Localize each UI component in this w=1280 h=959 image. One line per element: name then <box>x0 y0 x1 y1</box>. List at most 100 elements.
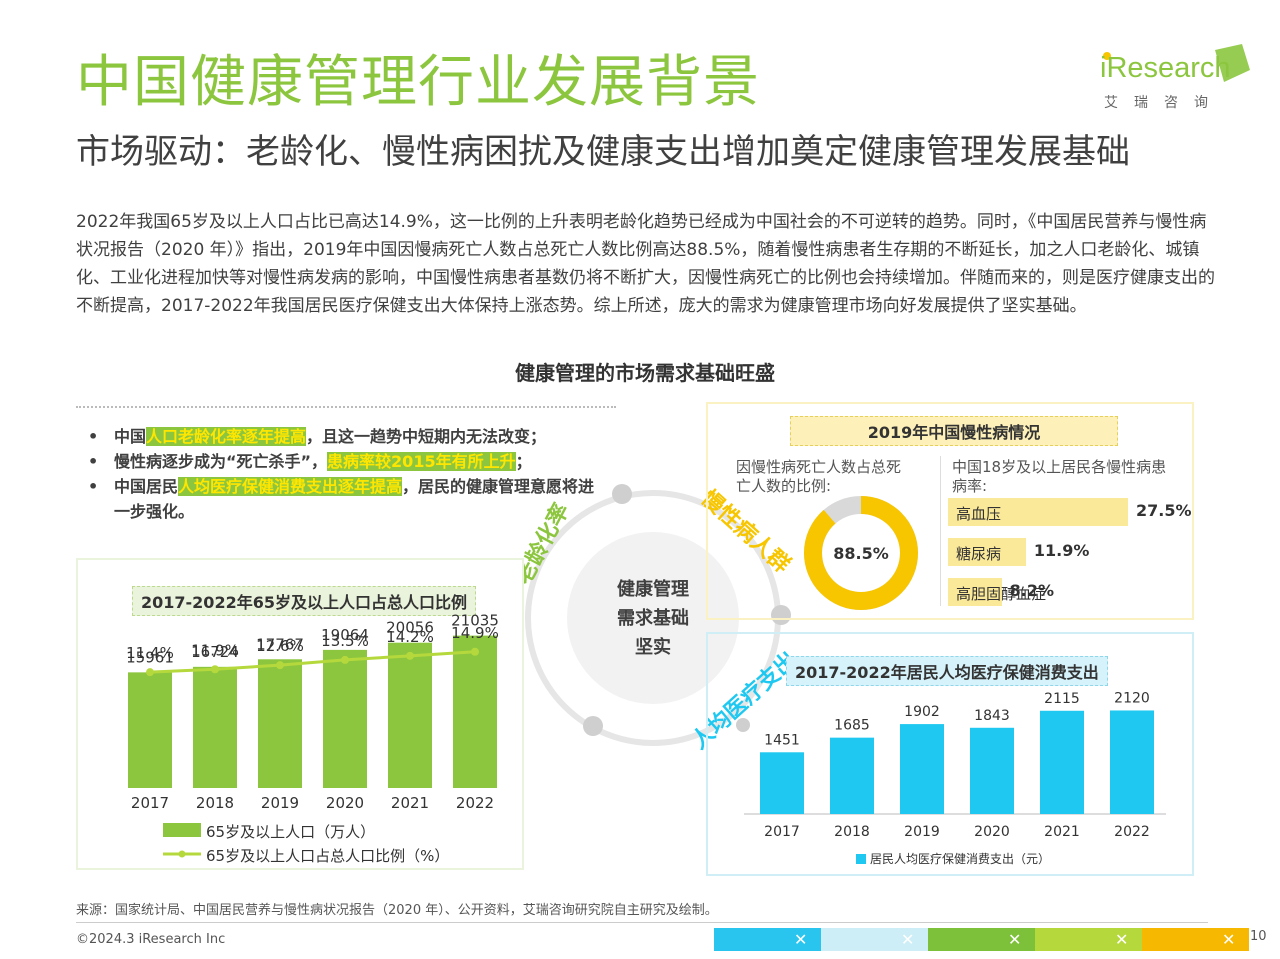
spending-value-label: 1843 <box>974 708 1010 724</box>
close-icon: ✕ <box>1115 930 1129 949</box>
population-value-label: 16724 <box>191 643 239 661</box>
ratio-label: 13.5% <box>321 632 369 650</box>
spending-value-label: 1902 <box>904 704 940 720</box>
intro-paragraph: 2022年我国65岁及以上人口占比已高达14.9%，这一比例的上升表明老龄化趋势… <box>76 212 1215 316</box>
ratio-label: 12.6% <box>256 637 304 655</box>
page-subtitle: 市场驱动：老龄化、慢性病困扰及健康支出增加奠定健康管理发展基础 <box>76 132 1130 172</box>
prevalence-bar <box>948 578 1002 606</box>
prevalence-value: 27.5% <box>1136 501 1192 520</box>
close-icon: ✕ <box>901 930 915 949</box>
bullet-dot-icon: • <box>88 427 99 446</box>
spending-chart-title: 2017-2022年居民人均医疗保健消费支出 <box>786 656 1108 686</box>
close-icon: ✕ <box>1008 930 1022 949</box>
prevalence-label: 糖尿病 <box>956 545 1002 563</box>
year-tick-label: 2022 <box>456 794 494 812</box>
aging-chart-title: 2017-2022年65岁及以上人口占总人口比例 <box>132 586 476 616</box>
population-bar <box>453 635 497 788</box>
population-bar <box>128 672 172 788</box>
spending-chart: 1451 2017 1685 2018 1902 2019 1843 2020 2115 2021… <box>744 690 1166 840</box>
prevalence-bar <box>948 538 1026 566</box>
bullet-dot-icon: • <box>88 477 99 496</box>
population-bar <box>323 649 367 788</box>
legend-line-label: 65岁及以上人口占总人口比例（%） <box>206 847 450 865</box>
spending-chart-panel: 2017-2022年居民人均医疗保健消费支出 1451 2017 1685 2018 1… <box>706 632 1194 876</box>
legend-bar-label: 65岁及以上人口（万人） <box>206 823 376 841</box>
bullet-item: • 慢性病逐步成为“死亡杀手”，患病率较2015年有所上升； <box>88 449 598 474</box>
year-tick-label: 2022 <box>1114 824 1150 840</box>
ratio-label: 11.4% <box>126 644 174 662</box>
footer-strip-segment: ✕ <box>1035 928 1142 951</box>
logo-mark-icon <box>1103 44 1250 82</box>
year-tick-label: 2017 <box>764 824 800 840</box>
population-value-label: 19064 <box>321 626 369 644</box>
prevalence-caption: 中国18岁及以上居民各慢性病患病率: <box>952 458 1167 495</box>
population-bar <box>258 659 302 788</box>
iresearch-logo: iResearch 艾瑞咨询 <box>1100 42 1250 114</box>
ratio-line <box>149 650 476 674</box>
ratio-label: 11.9% <box>191 641 239 659</box>
donut-caption: 因慢性病死亡人数占总死亡人数的比例: <box>736 458 902 495</box>
center-line: 需求基础 <box>617 607 689 629</box>
page-title: 中国健康管理行业发展背景 <box>76 50 760 115</box>
year-tick-label: 2020 <box>974 824 1010 840</box>
legend-bar-swatch <box>163 823 201 837</box>
center-diagram: 老龄化率 慢性病人群 人均医疗支出 健康管理 需求基础 坚实 <box>510 484 802 754</box>
ring-node <box>612 484 632 504</box>
population-bar <box>193 666 237 788</box>
year-tick-label: 2019 <box>261 794 299 812</box>
bullet-dot-icon: • <box>88 452 99 471</box>
population-value-label: 15961 <box>126 648 174 666</box>
spending-bar <box>970 727 1014 814</box>
footer-strip-segment: ✕ <box>928 928 1035 951</box>
prevalence-label: 高血压 <box>956 505 1002 523</box>
bullet-item: • 中国人口老龄化率逐年提高，且这一趋势中短期内无法改变； <box>88 424 598 449</box>
year-tick-label: 2021 <box>1044 824 1080 840</box>
logo-text: iResearch <box>1100 52 1231 84</box>
aging-chart: 15961 2017 16724 2018 17767 2019 19064 2020 2005… <box>126 612 499 812</box>
year-tick-label: 2021 <box>391 794 429 812</box>
year-tick-label: 2019 <box>904 824 940 840</box>
ratio-point <box>211 665 219 674</box>
panel-divider <box>940 456 941 606</box>
aging-chart-panel: 2017-2022年65岁及以上人口占总人口比例 15961 2017 16724 2… <box>76 558 524 870</box>
population-value-label: 20056 <box>386 619 434 637</box>
center-line: 健康管理 <box>617 578 689 600</box>
bullet-item: • 中国居民人均医疗保健消费支出逐年提高，居民的健康管理意愿将进一步强化。 <box>88 474 598 524</box>
ratio-point <box>471 647 479 656</box>
spending-bar <box>830 737 874 814</box>
bullet-list: • 中国人口老龄化率逐年提高，且这一趋势中短期内无法改变； • 慢性病逐步成为“死亡… <box>88 424 598 524</box>
footer-strip-segment: ✕ <box>714 928 821 951</box>
chronic-title: 2019年中国慢性病情况 <box>790 416 1118 446</box>
spending-value-label: 1685 <box>834 718 870 734</box>
prevalence-value: 11.9% <box>1033 541 1090 560</box>
ratio-point <box>146 668 154 677</box>
ring-node <box>583 716 603 736</box>
donut-slice <box>804 496 918 610</box>
year-tick-label: 2020 <box>326 794 364 812</box>
spending-value-label: 2120 <box>1114 690 1150 706</box>
page-number: 10 <box>1250 929 1267 944</box>
spending-value-label: 1451 <box>764 732 800 748</box>
close-icon: ✕ <box>794 930 808 949</box>
divider <box>76 406 616 408</box>
ring-node <box>736 718 750 732</box>
legend-spend-label: 居民人均医疗保健消费支出（元） <box>870 852 1051 866</box>
ring-node <box>771 605 791 625</box>
legend-spend-swatch <box>856 854 866 864</box>
logo-cn: 艾瑞咨询 <box>1104 95 1224 111</box>
year-tick-label: 2018 <box>834 824 870 840</box>
spending-bar <box>900 724 944 814</box>
ratio-point <box>406 651 414 660</box>
close-icon: ✕ <box>1222 930 1236 949</box>
prevalence-bars: 高血压 27.5% 糖尿病 11.9% 高胆固醇血症 8.2% <box>944 498 1194 618</box>
donut-value-label: 88.5% <box>833 544 889 563</box>
year-tick-label: 2018 <box>196 794 234 812</box>
spending-bar <box>1040 710 1084 814</box>
ratio-point <box>276 661 284 670</box>
prevalence-label: 高胆固醇血症 <box>956 585 1047 603</box>
ratio-point <box>341 655 349 664</box>
spending-value-label: 2115 <box>1044 691 1080 707</box>
ratio-label: 14.2% <box>386 628 434 646</box>
footer-strip-segment: ✕ <box>821 928 928 951</box>
spending-bar <box>760 752 804 814</box>
